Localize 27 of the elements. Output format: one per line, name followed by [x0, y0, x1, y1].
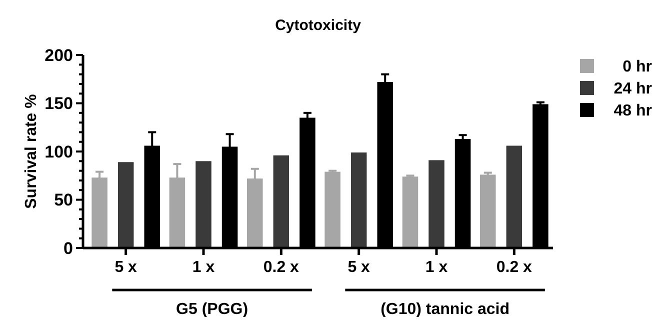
text: G5 (PGG) — [176, 301, 248, 318]
text: (G10) tannic acid — [380, 301, 510, 318]
x-tick-label: 5 x — [348, 259, 370, 276]
bar — [196, 161, 212, 248]
legend-label: 24 hr — [614, 80, 652, 98]
bar — [118, 162, 134, 248]
x-tick-label: 5 x — [114, 259, 138, 276]
x-tick-label: 1 x — [425, 259, 448, 276]
y-tick-label: 100 — [44, 142, 73, 162]
chart-title: Cytotoxicity — [275, 17, 362, 34]
y-tick-label: 50 — [54, 190, 73, 210]
legend-label: 48 hr — [614, 102, 652, 120]
y-tick-label: 150 — [44, 94, 73, 114]
bar — [350, 152, 367, 248]
bar — [402, 176, 418, 248]
bar — [273, 155, 290, 248]
bar — [480, 174, 496, 248]
bar — [506, 146, 522, 248]
legend-label: 0 hr — [622, 58, 652, 76]
x-tick-label: 0.2 x — [263, 259, 300, 276]
y-tick-label: 0 — [64, 238, 73, 258]
bar — [428, 160, 444, 248]
x-tick-label: 0.2 x — [496, 259, 532, 276]
y-tick-label: 200 — [44, 46, 73, 65]
bar — [324, 172, 340, 248]
x-tick-label: 1 x — [192, 259, 215, 276]
y-axis-title: Survival rate % — [23, 94, 40, 209]
